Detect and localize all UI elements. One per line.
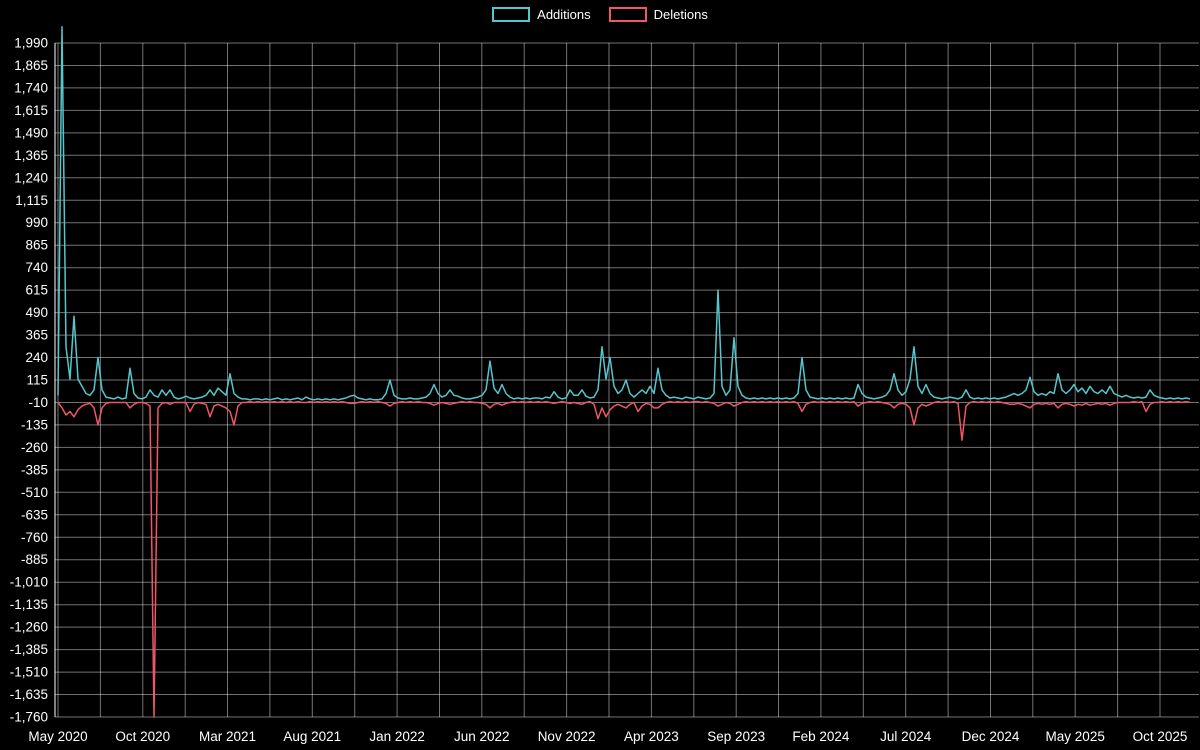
deletions-legend-label: Deletions bbox=[653, 7, 708, 22]
svg-text:May 2020: May 2020 bbox=[28, 729, 87, 744]
svg-text:740: 740 bbox=[25, 260, 48, 275]
svg-text:1,115: 1,115 bbox=[15, 193, 48, 208]
svg-text:1,990: 1,990 bbox=[14, 36, 48, 51]
svg-text:1,615: 1,615 bbox=[14, 103, 48, 118]
deletions-line bbox=[57, 400, 1191, 718]
svg-text:Oct 2025: Oct 2025 bbox=[1133, 729, 1188, 744]
grid bbox=[55, 42, 1199, 718]
svg-text:1,240: 1,240 bbox=[14, 170, 48, 185]
svg-text:-1,260: -1,260 bbox=[10, 620, 48, 635]
svg-text:-385: -385 bbox=[21, 462, 48, 477]
svg-text:615: 615 bbox=[25, 283, 48, 298]
svg-text:-635: -635 bbox=[21, 507, 48, 522]
svg-text:-1,010: -1,010 bbox=[10, 575, 48, 590]
svg-text:Jan 2022: Jan 2022 bbox=[369, 729, 425, 744]
svg-text:Aug 2021: Aug 2021 bbox=[283, 729, 341, 744]
svg-text:490: 490 bbox=[25, 305, 48, 320]
svg-text:-1,135: -1,135 bbox=[10, 597, 48, 612]
svg-text:May 2025: May 2025 bbox=[1046, 729, 1105, 744]
svg-text:365: 365 bbox=[25, 328, 48, 343]
svg-text:Dec 2024: Dec 2024 bbox=[962, 729, 1020, 744]
additions-line bbox=[57, 26, 1191, 401]
additions-legend-label: Additions bbox=[537, 7, 591, 22]
svg-text:Mar 2021: Mar 2021 bbox=[199, 729, 256, 744]
svg-text:-1,760: -1,760 bbox=[10, 710, 48, 725]
svg-text:1,365: 1,365 bbox=[14, 148, 48, 163]
legend-item-additions[interactable]: Additions bbox=[492, 7, 591, 22]
svg-text:Nov 2022: Nov 2022 bbox=[538, 729, 596, 744]
svg-text:-260: -260 bbox=[21, 440, 48, 455]
svg-text:-760: -760 bbox=[21, 530, 48, 545]
svg-text:Oct 2020: Oct 2020 bbox=[115, 729, 170, 744]
svg-text:-1,635: -1,635 bbox=[10, 687, 48, 702]
svg-text:115: 115 bbox=[26, 373, 48, 388]
additions-swatch bbox=[492, 7, 531, 22]
svg-text:1,740: 1,740 bbox=[14, 80, 48, 95]
svg-text:-510: -510 bbox=[21, 485, 48, 500]
svg-text:990: 990 bbox=[25, 215, 48, 230]
y-axis-labels: 1,990 1,865 1,740 1,615 1,490 1,365 1,240 1,115… bbox=[10, 36, 48, 725]
svg-text:-885: -885 bbox=[21, 552, 48, 567]
svg-text:865: 865 bbox=[25, 238, 48, 253]
deletions-swatch bbox=[608, 7, 647, 22]
x-axis-labels: May 2020 Oct 2020 Mar 2021 Aug 2021 Jan 2022… bbox=[28, 729, 1187, 744]
chart-legend: Additions Deletions bbox=[0, 7, 1200, 22]
legend-item-deletions[interactable]: Deletions bbox=[608, 7, 708, 22]
svg-text:Jul 2024: Jul 2024 bbox=[880, 729, 932, 744]
svg-text:Jun 2022: Jun 2022 bbox=[454, 729, 510, 744]
svg-text:1,490: 1,490 bbox=[14, 125, 48, 140]
svg-text:240: 240 bbox=[25, 350, 48, 365]
svg-text:-135: -135 bbox=[21, 417, 48, 432]
svg-text:Sep 2023: Sep 2023 bbox=[707, 729, 765, 744]
svg-text:-1,510: -1,510 bbox=[10, 665, 48, 680]
svg-text:Apr 2023: Apr 2023 bbox=[624, 729, 679, 744]
svg-text:Feb 2024: Feb 2024 bbox=[792, 729, 850, 744]
svg-text:-10: -10 bbox=[28, 395, 48, 410]
svg-text:-1,385: -1,385 bbox=[10, 642, 48, 657]
svg-text:1,865: 1,865 bbox=[14, 58, 48, 73]
